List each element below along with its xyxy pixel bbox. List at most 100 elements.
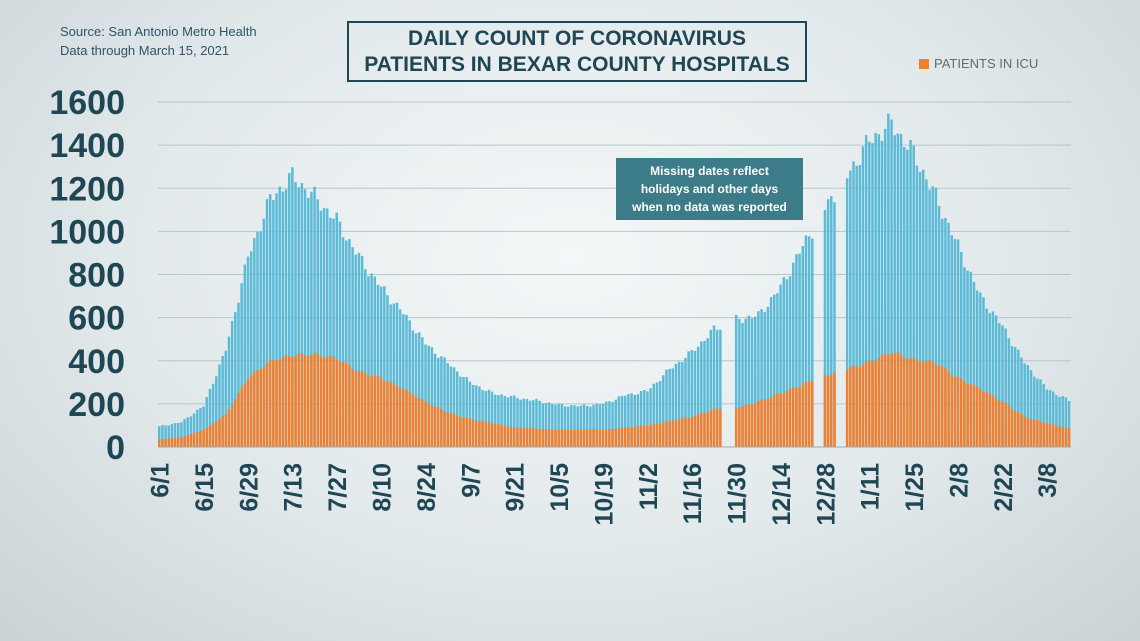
total-bar — [652, 383, 656, 447]
icu-bar — [681, 418, 684, 447]
icu-bar — [595, 429, 598, 447]
icu-bar — [230, 405, 234, 447]
icu-bar — [902, 357, 906, 447]
x-tick-label: 1/25 — [901, 463, 929, 512]
total-bar — [528, 400, 532, 447]
icu-bar — [918, 362, 922, 447]
icu-bar — [351, 368, 354, 447]
total-bar — [544, 403, 548, 447]
icu-bar — [1064, 427, 1068, 447]
icu-bar — [744, 404, 747, 447]
icu-bar — [573, 429, 576, 447]
total-bar — [969, 271, 973, 447]
icu-bar — [845, 370, 849, 447]
icu-bar — [899, 354, 903, 447]
icu-bar — [275, 360, 278, 447]
total-bar — [551, 404, 554, 447]
icu-bar — [452, 413, 456, 447]
total-bar — [167, 425, 170, 447]
icu-bar — [662, 422, 665, 447]
total-bar — [1058, 396, 1061, 447]
total-bar — [753, 316, 757, 447]
x-tick-label: 7/27 — [324, 463, 352, 512]
total-bar — [414, 333, 418, 447]
icu-bar — [864, 361, 868, 447]
icu-bar — [1026, 418, 1030, 447]
icu-bar — [329, 355, 332, 447]
total-bar — [960, 251, 963, 447]
missing-dates-note: Missing dates reflect holidays and other… — [616, 158, 803, 220]
icu-bar — [478, 421, 481, 447]
icu-bar — [1048, 423, 1052, 447]
icu-bar — [994, 398, 998, 447]
icu-bar — [627, 427, 630, 447]
icu-bar — [773, 394, 776, 447]
total-bar — [893, 135, 896, 448]
icu-bar — [281, 356, 285, 447]
total-bar — [604, 401, 608, 447]
icu-bar — [237, 392, 240, 447]
icu-bar — [1042, 422, 1045, 447]
source-line: Source: San Antonio Metro Health — [60, 24, 257, 39]
total-bar — [230, 320, 234, 447]
icu-bar — [430, 405, 434, 447]
icu-bar — [883, 353, 887, 447]
icu-bar — [788, 388, 792, 447]
icu-bar — [953, 376, 957, 447]
icu-bar — [871, 361, 874, 447]
icu-bar — [687, 417, 690, 447]
total-bar — [684, 357, 687, 447]
icu-bar — [373, 375, 377, 447]
total-bar — [265, 199, 269, 447]
total-bar — [795, 254, 798, 447]
total-bar — [389, 304, 392, 447]
total-bar — [411, 330, 415, 447]
total-bar — [506, 397, 510, 447]
total-bar — [408, 320, 411, 447]
total-bar — [598, 404, 602, 447]
icu-bar — [868, 360, 871, 447]
total-bar — [1051, 391, 1055, 447]
total-bar — [779, 284, 782, 447]
total-bar — [465, 377, 468, 447]
icu-bar — [268, 359, 272, 447]
icu-bar — [402, 389, 405, 447]
icu-bar — [481, 421, 484, 447]
icu-bar — [243, 383, 247, 447]
icu-bar — [1001, 401, 1004, 447]
total-bar — [830, 196, 833, 447]
total-bar — [164, 425, 167, 447]
total-bar — [557, 403, 560, 447]
total-bar — [284, 189, 288, 447]
icu-bar — [620, 427, 624, 447]
total-bar — [348, 238, 351, 447]
icu-bar — [503, 425, 507, 447]
icu-bar — [227, 409, 231, 447]
total-bar — [585, 405, 589, 447]
total-bar — [367, 276, 370, 447]
icu-bar — [579, 429, 583, 447]
total-bar — [750, 318, 754, 447]
total-bar — [313, 186, 316, 447]
icu-bar — [240, 387, 243, 447]
total-bar — [180, 422, 183, 447]
icu-bar — [370, 376, 373, 447]
icu-bar — [436, 407, 440, 447]
total-bar — [354, 254, 358, 447]
total-bar — [937, 205, 941, 447]
icu-bar — [668, 420, 671, 447]
total-bar — [345, 240, 348, 447]
icu-bar — [630, 427, 633, 447]
total-bar — [306, 197, 310, 447]
icu-bar — [246, 379, 250, 447]
icu-bar — [601, 429, 605, 447]
icu-bar — [313, 352, 316, 447]
icu-bar — [1045, 423, 1049, 447]
total-bar — [573, 405, 576, 447]
icu-bar — [389, 381, 392, 447]
icu-bar — [966, 383, 969, 447]
total-bar — [275, 193, 278, 447]
note-line-3: when no data was reported — [632, 200, 787, 214]
total-bar — [360, 255, 364, 447]
source-note: Source: San Antonio Metro Health Data th… — [60, 22, 257, 60]
